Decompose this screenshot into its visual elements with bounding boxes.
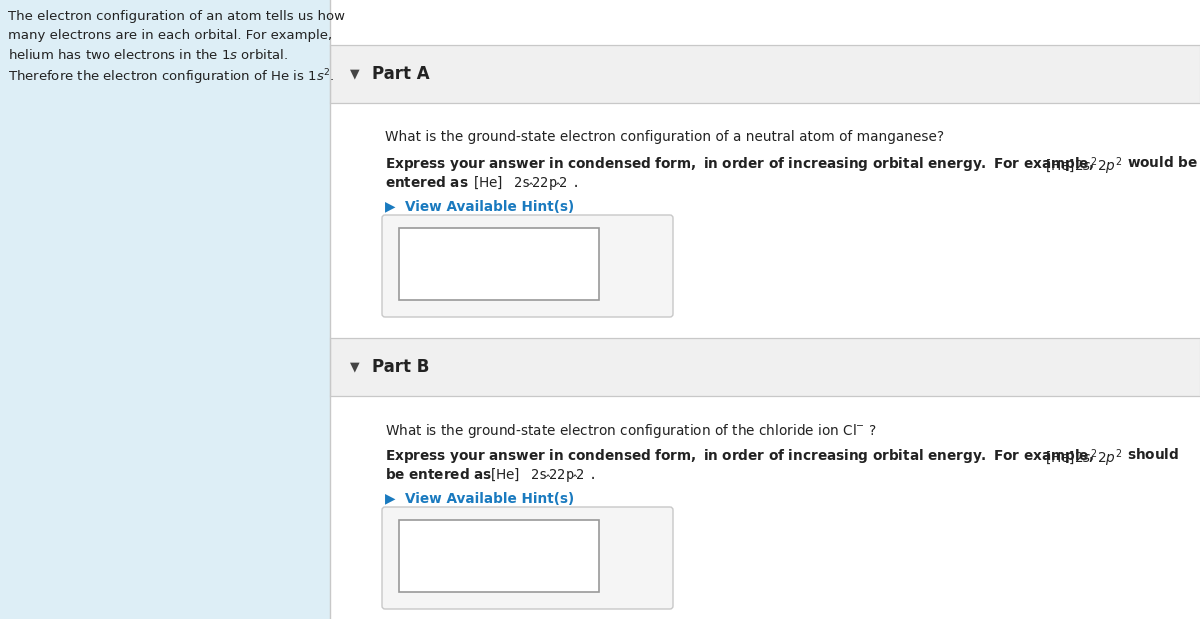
Text: Therefore the electron configuration of He is $1s^2$.: Therefore the electron configuration of … bbox=[8, 67, 335, 87]
Text: ▼: ▼ bbox=[350, 360, 360, 373]
Text: $[\mathrm{He}]$: $[\mathrm{He}]$ bbox=[473, 175, 503, 191]
Text: ▶  View Available Hint(s): ▶ View Available Hint(s) bbox=[385, 200, 574, 214]
FancyBboxPatch shape bbox=[382, 507, 673, 609]
FancyBboxPatch shape bbox=[382, 215, 673, 317]
Text: many electrons are in each orbital. For example,: many electrons are in each orbital. For … bbox=[8, 29, 332, 42]
Text: $\bf{would\ be}$: $\bf{would\ be}$ bbox=[1127, 155, 1198, 170]
Bar bbox=[330, 338, 1200, 396]
Text: $\bf{should}$: $\bf{should}$ bbox=[1127, 447, 1180, 462]
Bar bbox=[0, 0, 330, 619]
Text: The electron configuration of an atom tells us how: The electron configuration of an atom te… bbox=[8, 10, 346, 23]
Text: $[\mathrm{He}]$: $[\mathrm{He}]$ bbox=[490, 467, 520, 483]
Text: What is the ground-state electron configuration of a neutral atom of manganese?: What is the ground-state electron config… bbox=[385, 130, 944, 144]
Bar bbox=[398, 520, 599, 592]
Text: ▼: ▼ bbox=[350, 67, 360, 80]
Text: $\mathtt{2s\hat{\,}22p\hat{\,}2\ .}$: $\mathtt{2s\hat{\,}22p\hat{\,}2\ .}$ bbox=[514, 175, 578, 192]
Text: $\bf{be\ entered\ as}$: $\bf{be\ entered\ as}$ bbox=[385, 467, 492, 482]
Bar bbox=[330, 45, 1200, 103]
Text: $[\mathrm{He}]2s^{2}2p^{2}$: $[\mathrm{He}]2s^{2}2p^{2}$ bbox=[1045, 447, 1122, 469]
Text: Part B: Part B bbox=[372, 358, 430, 376]
Text: $[\mathrm{He}]2s^{2}2p^{2}$: $[\mathrm{He}]2s^{2}2p^{2}$ bbox=[1045, 155, 1122, 176]
Text: ▶  View Available Hint(s): ▶ View Available Hint(s) bbox=[385, 492, 574, 506]
Text: $\mathtt{2s\hat{\,}22p\hat{\,}2\ .}$: $\mathtt{2s\hat{\,}22p\hat{\,}2\ .}$ bbox=[530, 467, 595, 484]
Bar bbox=[398, 228, 599, 300]
Text: $\bf{entered\ as}$: $\bf{entered\ as}$ bbox=[385, 175, 468, 190]
Text: helium has two electrons in the 1$s$ orbital.: helium has two electrons in the 1$s$ orb… bbox=[8, 48, 288, 62]
Text: $\bf{Express\ your\ answer\ in\ condensed\ form,\ in\ order\ of\ increasing\ orb: $\bf{Express\ your\ answer\ in\ condense… bbox=[385, 155, 1094, 173]
Text: What is the ground-state electron configuration of the chloride ion $\mathrm{Cl}: What is the ground-state electron config… bbox=[385, 422, 877, 440]
Text: Part A: Part A bbox=[372, 65, 430, 83]
Text: $\bf{Express\ your\ answer\ in\ condensed\ form,\ in\ order\ of\ increasing\ orb: $\bf{Express\ your\ answer\ in\ condense… bbox=[385, 447, 1094, 465]
